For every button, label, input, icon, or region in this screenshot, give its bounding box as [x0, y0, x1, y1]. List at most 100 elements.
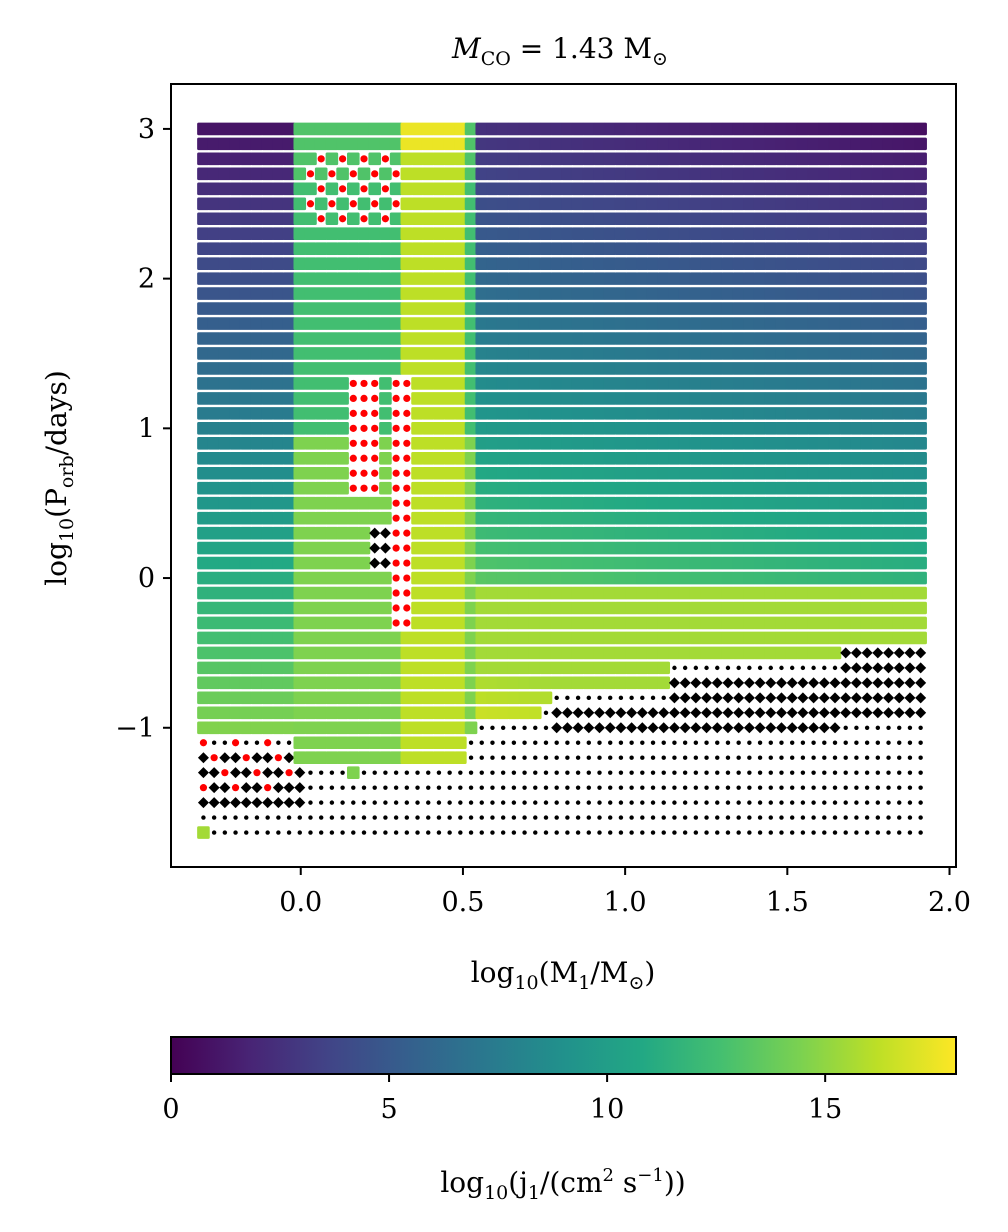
data-point-square — [860, 451, 874, 465]
data-point-square — [764, 481, 778, 495]
data-point-square — [293, 362, 307, 375]
data-point-square — [304, 257, 317, 270]
data-point-square — [528, 152, 542, 166]
data-point-square — [239, 601, 253, 615]
data-point-red — [349, 409, 357, 417]
data-point-square — [507, 571, 521, 585]
data-point-square — [229, 466, 242, 480]
data-point-square — [229, 676, 242, 690]
data-point-square — [336, 197, 349, 211]
data-point-square — [689, 496, 703, 510]
data-point-square — [603, 392, 617, 405]
data-point-square — [379, 616, 392, 630]
data-point-dot — [415, 785, 420, 790]
data-point-square — [293, 167, 307, 181]
data-point-square — [678, 317, 692, 330]
data-point-square — [528, 526, 542, 540]
data-point-square — [282, 227, 296, 241]
data-point-square — [668, 392, 681, 405]
data-point-square — [753, 526, 767, 540]
data-point-square — [197, 496, 210, 510]
data-point-square — [379, 272, 392, 285]
data-point-square — [636, 242, 649, 255]
data-point-red — [392, 379, 400, 388]
data-point-diamond — [850, 662, 862, 674]
data-point-diamond — [765, 722, 777, 734]
data-point-square — [775, 377, 788, 390]
data-point-square — [614, 646, 628, 660]
data-point-square — [582, 511, 596, 525]
data-point-dot — [789, 800, 795, 805]
data-point-square — [550, 646, 563, 660]
data-point-square — [454, 541, 467, 555]
data-point-square — [304, 481, 317, 495]
data-point-square — [657, 466, 671, 480]
data-point-square — [689, 257, 703, 270]
data-point-square — [871, 437, 885, 450]
data-point-dot — [907, 815, 913, 820]
data-point-square — [871, 511, 885, 525]
data-point-square — [689, 586, 703, 600]
data-point-square — [753, 392, 767, 405]
data-point-square — [614, 287, 628, 300]
data-point-dot — [768, 785, 773, 790]
data-point-square — [571, 676, 585, 690]
data-point-square — [700, 571, 713, 585]
data-point-square — [261, 152, 274, 166]
data-point-square — [421, 392, 435, 405]
data-point-dot — [479, 725, 484, 730]
data-point-square — [914, 481, 927, 495]
data-point-square — [197, 691, 210, 705]
data-point-square — [486, 676, 499, 690]
data-point-square — [454, 691, 467, 705]
data-point-square — [325, 332, 339, 345]
data-point-square — [743, 197, 756, 211]
data-point-square — [657, 601, 671, 615]
data-point-diamond — [679, 692, 691, 704]
data-point-square — [239, 422, 253, 435]
data-point-square — [796, 451, 810, 465]
data-point-diamond — [262, 752, 274, 764]
data-point-square — [700, 422, 713, 435]
data-point-square — [743, 646, 756, 660]
data-point-square — [411, 526, 424, 540]
data-point-dot — [800, 815, 806, 820]
data-point-square — [432, 257, 446, 270]
data-point-square — [603, 212, 617, 226]
data-point-square — [914, 212, 927, 226]
data-point-square — [507, 182, 521, 196]
data-point-diamond — [561, 707, 573, 719]
data-point-dot — [907, 725, 913, 730]
data-point-square — [411, 661, 424, 675]
data-point-square — [732, 601, 745, 615]
data-point-diamond — [754, 707, 766, 719]
data-point-square — [593, 242, 606, 255]
data-point-square — [347, 631, 360, 645]
data-point-square — [507, 362, 521, 375]
data-point-square — [507, 212, 521, 226]
data-point-square — [325, 407, 339, 420]
data-point-square — [882, 377, 895, 390]
data-point-square — [347, 332, 360, 345]
data-point-square — [486, 122, 499, 136]
data-point-square — [775, 646, 788, 660]
data-point-diamond — [283, 752, 295, 764]
data-point-square — [261, 317, 274, 330]
data-point-square — [839, 437, 853, 450]
data-point-diamond — [208, 782, 220, 794]
data-point-square — [282, 167, 296, 181]
data-point-square — [828, 616, 842, 630]
data-point-dot — [211, 830, 217, 835]
data-point-square — [389, 272, 403, 285]
data-point-square — [860, 541, 874, 555]
data-point-square — [785, 182, 799, 196]
data-point-square — [475, 422, 489, 435]
data-point-square — [807, 137, 820, 151]
data-point-square — [486, 152, 499, 166]
data-point-square — [636, 661, 649, 675]
data-point-square — [293, 227, 307, 241]
data-point-square — [700, 347, 713, 360]
data-point-square — [882, 152, 895, 166]
data-point-square — [304, 227, 317, 241]
data-point-square — [325, 227, 339, 241]
